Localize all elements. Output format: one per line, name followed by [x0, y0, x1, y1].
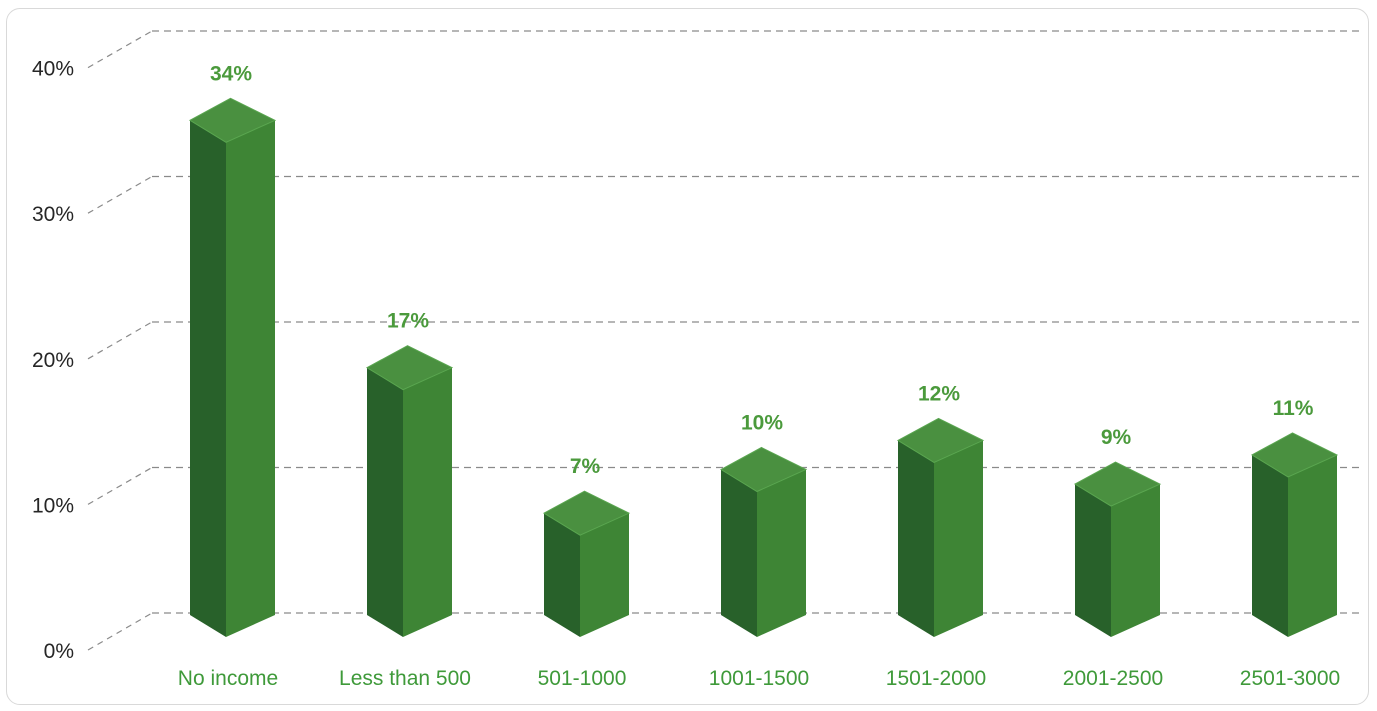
data-label: 34% — [210, 62, 252, 85]
bar-left-face — [190, 120, 226, 638]
x-category-label: No income — [178, 667, 278, 690]
y-tick-label: 30% — [32, 203, 74, 226]
bar-left-face — [721, 469, 757, 637]
y-axis-ticks: 0% 10% 20% 30% 40% — [32, 58, 74, 663]
data-label: 9% — [1101, 426, 1132, 449]
bar — [188, 97, 277, 638]
x-category-label: 2501-3000 — [1240, 667, 1340, 690]
bar-top-face — [719, 446, 808, 493]
bar-right-face — [1111, 484, 1160, 637]
bar-right-face — [580, 513, 629, 637]
bar — [542, 490, 631, 637]
data-label: 12% — [918, 382, 960, 405]
bar — [1073, 461, 1162, 637]
bar-left-face — [898, 440, 934, 637]
bar-left-face — [1252, 454, 1288, 637]
y-tick-label: 0% — [44, 640, 74, 663]
bar — [365, 345, 454, 637]
y-tick-label: 10% — [32, 494, 74, 517]
x-category-label: Less than 500 — [339, 667, 471, 690]
bar-right-face — [403, 367, 452, 637]
bar-top-face — [542, 490, 631, 536]
gridline-diagonal — [87, 466, 153, 505]
bar-left-face — [367, 367, 403, 637]
x-category-label: 501-1000 — [538, 667, 627, 690]
bar-top-face — [188, 97, 277, 143]
bar-top-face — [1073, 461, 1162, 507]
bar — [719, 446, 808, 637]
data-label: 17% — [387, 310, 429, 333]
data-labels: 34% 17% 7% 10% 12% 9% 11% — [210, 62, 1314, 478]
bar-right-face — [934, 440, 983, 637]
bar-right-face — [757, 469, 806, 637]
bar-left-face — [544, 513, 580, 637]
bar-top-face — [365, 345, 454, 391]
bar-top-face — [1250, 432, 1339, 478]
bar-right-face — [226, 120, 275, 638]
y-tick-label: 20% — [32, 349, 74, 372]
bar-top-face — [896, 417, 985, 463]
bar-right-face — [1288, 454, 1337, 637]
bars — [188, 97, 1339, 638]
gridline-diagonal — [87, 321, 153, 360]
gridline-diagonal — [87, 175, 153, 214]
bar-left-face — [1075, 484, 1111, 637]
gridline-diagonal — [87, 30, 153, 69]
data-label: 7% — [570, 455, 601, 478]
data-label: 10% — [741, 412, 783, 435]
x-category-label: 2001-2500 — [1063, 667, 1163, 690]
data-label: 11% — [1273, 397, 1314, 420]
gridline-diagonal — [87, 612, 153, 651]
x-category-label: 1001-1500 — [709, 667, 809, 690]
x-axis-categories: No income Less than 500 501-1000 1001-1500 1… — [178, 667, 1340, 690]
x-category-label: 1501-2000 — [886, 667, 986, 690]
bar — [896, 417, 985, 637]
bar — [1250, 432, 1339, 637]
y-tick-label: 40% — [32, 58, 74, 81]
